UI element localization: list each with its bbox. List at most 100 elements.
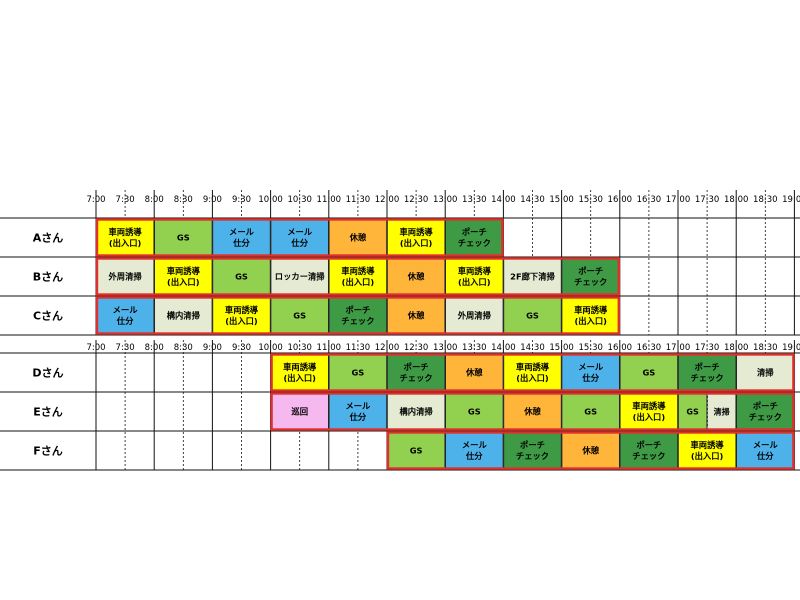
task-label: ポーチチェック (341, 305, 374, 326)
task-label: GS (352, 367, 365, 377)
task-label: メール仕分 (345, 401, 371, 422)
task-block (736, 353, 795, 392)
task-block (561, 296, 620, 335)
task-label: ポーチチェック (458, 227, 491, 248)
task-label: 車両誘導(出入口) (225, 305, 259, 326)
task-label: 2F廊下清掃 (510, 271, 555, 281)
task-label: 車両誘導(出入口) (458, 266, 492, 287)
task-block (445, 392, 504, 431)
task-block (96, 296, 155, 335)
task-label: 外周清掃 (458, 310, 492, 320)
task-label: ポーチチェック (516, 440, 549, 461)
person-name: Dさん (32, 367, 63, 380)
task-label: 車両誘導(出入口) (574, 305, 608, 326)
person-name: Fさん (33, 445, 63, 458)
task-label: ポーチチェック (399, 362, 432, 383)
task-block (561, 431, 620, 470)
task-label: GS (235, 271, 248, 281)
task-label: 休憩 (349, 232, 367, 242)
task-label: メール仕分 (753, 440, 779, 461)
task-label: GS (526, 310, 539, 320)
person-name: Aさん (33, 232, 64, 245)
task-label: 構内清掃 (167, 310, 201, 320)
task-label: GS (177, 232, 190, 242)
task-label: ロッカー清掃 (275, 271, 325, 281)
task-block (678, 431, 737, 470)
task-label: GS (686, 407, 699, 416)
task-label: ポーチチェック (574, 266, 607, 287)
task-label: 車両誘導(出入口) (516, 362, 550, 383)
task-block (328, 218, 387, 257)
task-label: 車両誘導(出入口) (399, 227, 433, 248)
schedule-row: Cさん メール仕分 構内清掃 車両誘導(出入口) GS ポーチチェック 休憩 外周清掃 GS 車両… (33, 296, 620, 335)
task-block (328, 353, 387, 392)
task-label: メール仕分 (113, 305, 139, 326)
task-label: メール仕分 (578, 362, 604, 383)
task-label: メール仕分 (229, 227, 255, 248)
task-block (707, 392, 736, 431)
task-block (503, 353, 562, 392)
task-label: 休憩 (465, 367, 483, 377)
task-block (503, 431, 562, 470)
shift-frame (95, 218, 504, 257)
task-label: 車両誘導(出入口) (632, 401, 666, 422)
schedule-row: Aさん 車両誘導(出入口) GS メール仕分 メール仕分 休憩 車両誘導(出入口) ポーチチェ… (33, 218, 504, 257)
shift-frame (95, 257, 620, 296)
task-label: GS (468, 406, 481, 416)
task-block (328, 392, 387, 431)
task-label: GS (643, 367, 656, 377)
task-label: GS (293, 310, 306, 320)
schedule-row: Dさん 車両誘導(出入口) GS ポーチチェック 休憩 車両誘導(出入口) メール仕分 GS ポ… (32, 353, 795, 392)
task-label: 巡回 (290, 406, 308, 416)
time-label: 19:00 (782, 343, 800, 353)
task-block (270, 392, 329, 431)
schedule-group-2: 7:00 7:30 8:00 8:30 9:00 9:30 10:00 10:30 11:00 1… (0, 340, 800, 471)
schedule-group-1: 7:00 7:30 8:00 8:30 9:00 9:30 10:00 10:30 11:00 1… (0, 190, 800, 336)
task-block (678, 392, 707, 431)
task-label: GS (584, 406, 597, 416)
task-label: 車両誘導(出入口) (341, 266, 375, 287)
task-block (270, 257, 329, 296)
task-label: ポーチチェック (749, 401, 782, 422)
task-label: ポーチチェック (632, 440, 665, 461)
task-block (154, 218, 213, 257)
task-block (619, 353, 678, 392)
task-block (387, 392, 446, 431)
task-label: 車両誘導(出入口) (167, 266, 201, 287)
shift-frame (270, 392, 795, 431)
task-block (678, 353, 737, 392)
task-block (96, 257, 155, 296)
task-block (619, 392, 678, 431)
task-label: 車両誘導(出入口) (283, 362, 317, 383)
task-label: 構内清掃 (399, 406, 433, 416)
task-label: 休憩 (581, 445, 599, 455)
task-block (96, 218, 155, 257)
person-name: Bさん (33, 271, 63, 284)
task-block (154, 296, 213, 335)
shift-frame (386, 431, 795, 470)
task-block (387, 257, 446, 296)
person-name: Cさん (33, 310, 63, 323)
task-block (387, 353, 446, 392)
task-block (445, 353, 504, 392)
task-block (445, 431, 504, 470)
task-label: 車両誘導(出入口) (690, 440, 724, 461)
task-block (270, 218, 329, 257)
task-block (503, 257, 562, 296)
task-block (445, 257, 504, 296)
task-label: GS (410, 445, 423, 455)
task-label: 車両誘導(出入口) (108, 227, 142, 248)
task-block (154, 257, 213, 296)
task-block (328, 296, 387, 335)
schedule-row: Eさん 巡回 メール仕分 構内清掃 GS 休憩 GS 車両誘導(出入口) GS 清掃 ポーチチェック (33, 392, 795, 431)
task-block (561, 392, 620, 431)
schedule-row: Bさん 外周清掃 車両誘導(出入口) GS ロッカー清掃 車両誘導(出入口) 休憩 車両誘導(… (33, 257, 620, 296)
task-block (736, 392, 795, 431)
shift-frame (270, 353, 795, 392)
time-label: 19:00 (782, 195, 800, 205)
task-block (619, 431, 678, 470)
task-label: 外周清掃 (108, 271, 142, 281)
person-name: Eさん (33, 406, 63, 419)
shift-frame (95, 296, 620, 335)
